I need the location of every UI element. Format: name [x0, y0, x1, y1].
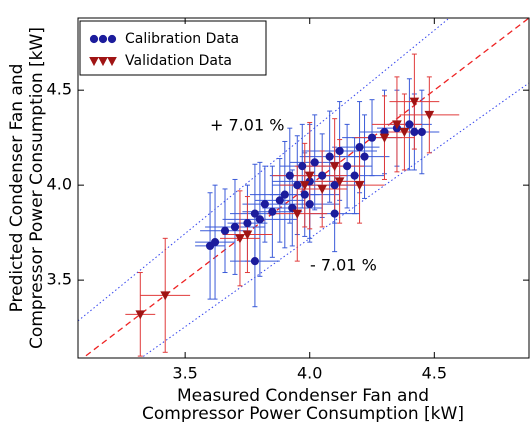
point: [392, 120, 402, 130]
legend-marker: [107, 34, 117, 44]
point: [242, 230, 253, 240]
point: [300, 190, 309, 199]
point: [305, 200, 314, 209]
point: [354, 181, 365, 191]
point: [424, 110, 435, 120]
point: [335, 146, 344, 156]
legend-label: Validation Data: [125, 53, 232, 69]
point: [360, 152, 369, 161]
point: [409, 97, 420, 107]
point: [160, 291, 171, 301]
point: [318, 171, 327, 180]
point: [260, 200, 269, 209]
legend: Calibration Data Validation Data: [79, 20, 267, 76]
point: [275, 196, 284, 205]
axes-frame: [77, 17, 530, 359]
point: [367, 133, 377, 142]
band-line: [78, 18, 451, 322]
point: [343, 162, 352, 171]
x-tick-label: 3.5: [172, 364, 197, 383]
point: [379, 133, 390, 143]
point: [230, 222, 240, 232]
point: [292, 209, 303, 219]
point: [410, 127, 419, 137]
legend-marker: [89, 34, 99, 44]
point: [210, 238, 220, 247]
plot-area: [78, 18, 529, 358]
y-tick-label: 4.0: [47, 175, 72, 194]
point: [268, 207, 277, 216]
identity-line: [81, 18, 529, 358]
point: [334, 177, 345, 187]
point: [317, 184, 328, 195]
legend-box: [79, 20, 267, 76]
point: [417, 127, 426, 137]
point: [298, 162, 307, 171]
point: [304, 171, 315, 181]
point: [399, 127, 410, 138]
x-tick-label: 4.0: [297, 364, 322, 383]
point: [299, 181, 310, 191]
legend-marker: [107, 57, 117, 67]
legend-label: Calibration Data: [125, 31, 239, 47]
point: [330, 209, 339, 218]
point: [330, 181, 339, 190]
y-tick-label: 4.5: [47, 80, 72, 99]
band-annotation: + 7.01 %: [210, 116, 284, 135]
legend-marker: [89, 57, 99, 67]
point: [255, 215, 264, 224]
point: [243, 219, 252, 228]
point: [325, 152, 334, 161]
band-line: [140, 82, 529, 358]
point: [355, 143, 364, 152]
point: [293, 181, 302, 190]
y-axis-label: Compressor Power Consumption [kW]: [27, 27, 47, 349]
x-axis-label: Measured Condenser Fan and: [177, 386, 429, 406]
x-tick-label: 4.5: [422, 364, 447, 383]
point: [250, 257, 260, 266]
point: [285, 171, 294, 180]
point: [235, 234, 245, 244]
point: [310, 158, 319, 167]
legend-marker: [98, 57, 108, 67]
band-annotation: - 7.01 %: [310, 256, 377, 275]
point: [135, 310, 146, 320]
x-axis-label: Compressor Power Consumption [kW]: [142, 404, 464, 422]
point: [405, 120, 414, 129]
legend-marker: [98, 34, 108, 44]
y-axis-label: Predicted Condenser Fan and: [7, 64, 27, 313]
point: [220, 226, 230, 235]
point: [280, 190, 289, 199]
y-tick-label: 3.5: [47, 270, 72, 289]
point: [350, 171, 359, 180]
point: [329, 162, 340, 172]
point: [250, 209, 260, 218]
